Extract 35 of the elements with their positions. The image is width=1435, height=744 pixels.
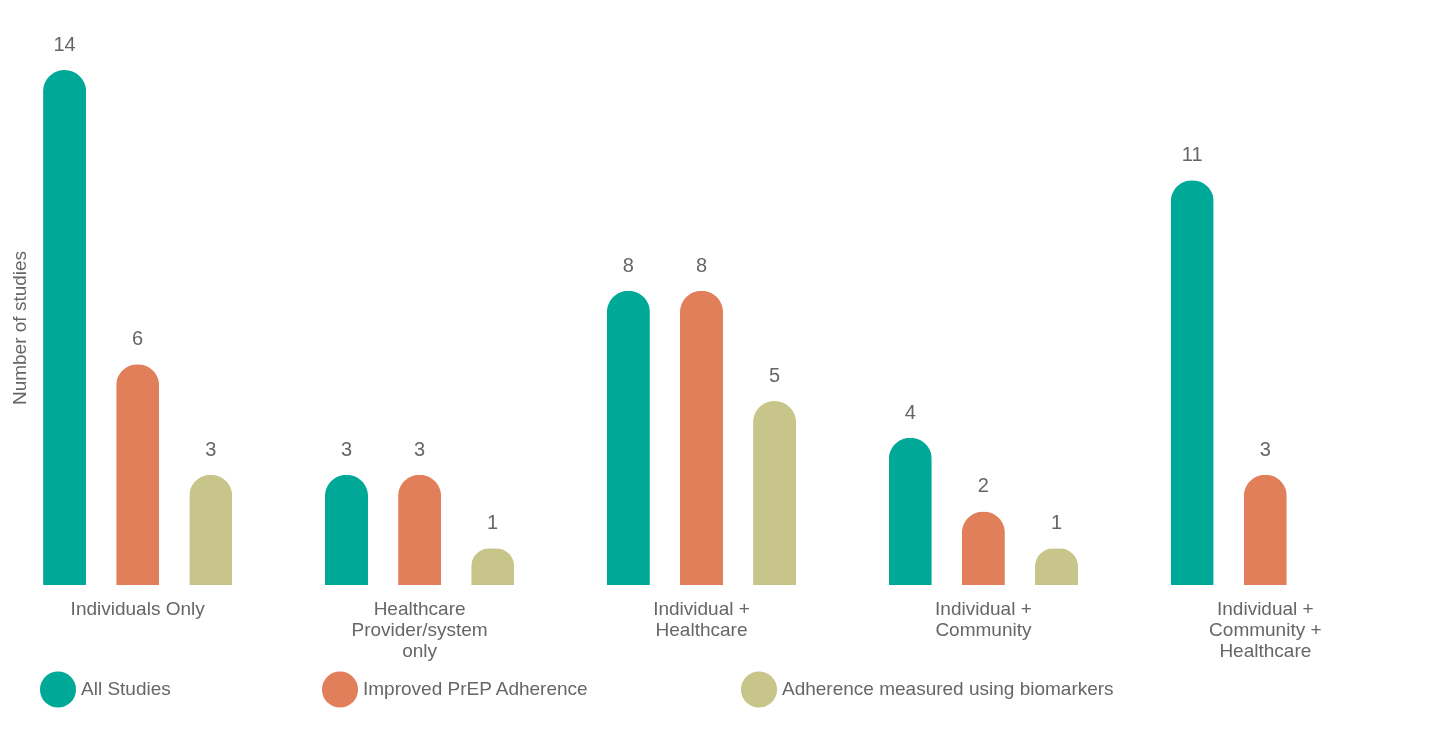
- x-tick-label: Individual + Community + Healthcare: [1209, 597, 1322, 661]
- bar: [888, 437, 932, 585]
- data-label: 3: [205, 437, 217, 460]
- data-label: 1: [1050, 511, 1063, 534]
- data-label: 1: [487, 511, 499, 534]
- data-label: 5: [769, 364, 781, 387]
- y-axis-title: Number of studies: [8, 250, 30, 406]
- data-label: 3: [1259, 437, 1271, 460]
- legend-label: Improved PrEP Adherence: [363, 678, 588, 700]
- bar: [1170, 180, 1214, 585]
- legend-label: All Studies: [81, 678, 171, 700]
- x-tick-label: Individuals Only: [70, 597, 206, 619]
- data-label: 8: [622, 253, 634, 276]
- bar: [189, 474, 233, 585]
- data-label: 4: [904, 400, 916, 423]
- bar: [398, 474, 442, 585]
- data-label: 6: [132, 327, 144, 350]
- x-tick-label: Individual + Healthcare: [653, 597, 750, 640]
- bar: [606, 290, 650, 585]
- bar: [680, 290, 723, 585]
- data-label: 11: [1181, 143, 1203, 166]
- data-label: 2: [977, 474, 989, 497]
- bar: [961, 511, 1005, 585]
- bar: [116, 364, 160, 585]
- data-label: 8: [695, 253, 708, 276]
- x-tick-label: Healthcare Provider/system only: [351, 597, 488, 661]
- bar: [325, 474, 368, 585]
- data-label: 14: [53, 33, 76, 55]
- data-label: 3: [414, 437, 426, 460]
- data-label: 3: [340, 437, 353, 460]
- x-tick-label: Individual + Community: [935, 597, 1032, 640]
- bar: [43, 70, 87, 585]
- bar: [753, 401, 797, 585]
- legend-label: Adherence measured using biomarkers: [782, 678, 1114, 700]
- bar: [1243, 474, 1287, 585]
